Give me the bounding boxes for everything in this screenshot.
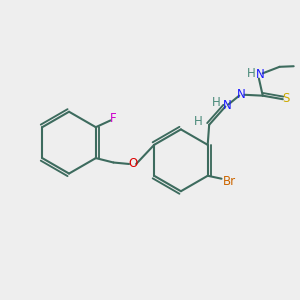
- Text: F: F: [110, 112, 117, 125]
- Text: Br: Br: [223, 175, 236, 188]
- Text: H: H: [212, 96, 221, 109]
- Text: N: N: [223, 99, 231, 112]
- Text: N: N: [255, 68, 264, 81]
- Text: O: O: [128, 158, 137, 170]
- Text: H: H: [247, 67, 255, 80]
- Text: H: H: [194, 115, 202, 128]
- Text: S: S: [283, 92, 290, 105]
- Text: N: N: [237, 88, 246, 101]
